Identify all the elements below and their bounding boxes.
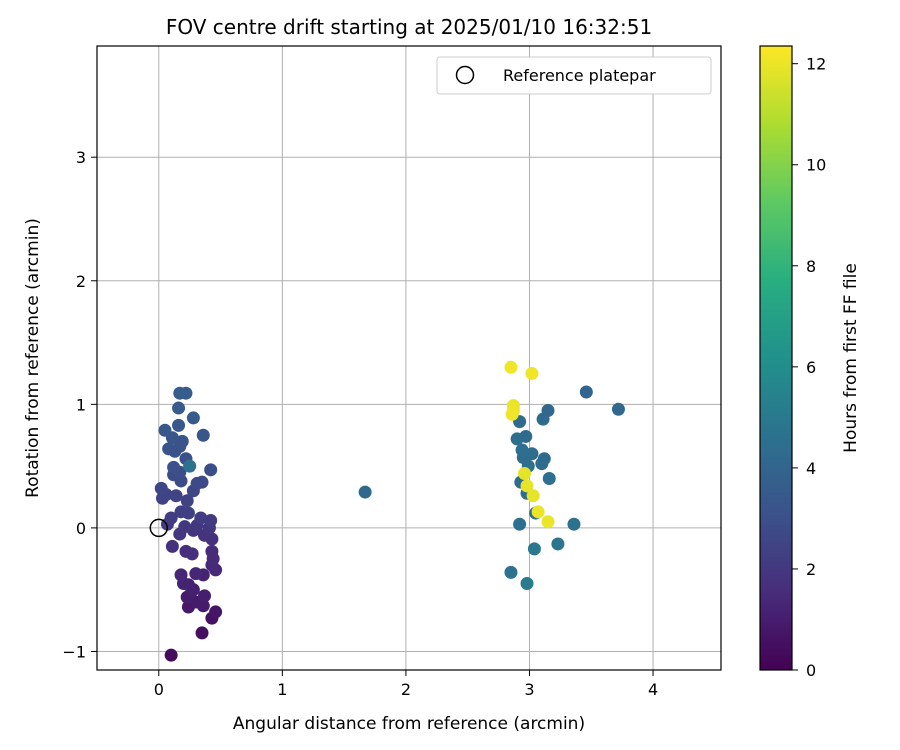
data-point bbox=[551, 537, 565, 551]
data-point bbox=[209, 605, 223, 619]
data-point bbox=[541, 404, 555, 418]
data-point bbox=[172, 401, 186, 415]
data-point bbox=[175, 434, 189, 448]
data-point bbox=[358, 485, 372, 499]
data-point bbox=[518, 467, 532, 481]
colorbar-label: Hours from first FF file bbox=[841, 263, 861, 453]
y-tick-label: 0 bbox=[76, 519, 86, 538]
data-point bbox=[541, 515, 555, 529]
data-point bbox=[520, 577, 534, 591]
data-point bbox=[504, 360, 518, 374]
data-point bbox=[531, 505, 545, 519]
x-tick-label: 4 bbox=[648, 680, 658, 699]
data-point bbox=[180, 494, 194, 508]
data-point bbox=[178, 520, 192, 534]
x-tick-label: 0 bbox=[154, 680, 164, 699]
data-point bbox=[167, 460, 181, 474]
colorbar-tick-label: 12 bbox=[806, 55, 826, 74]
data-point bbox=[164, 511, 178, 525]
legend: Reference platepar bbox=[436, 56, 712, 95]
legend-label-reference: Reference platepar bbox=[503, 66, 656, 85]
data-point bbox=[172, 418, 186, 432]
colorbar-ticks: 0 2 4 6 8 10 12 bbox=[792, 55, 826, 680]
reference-platepar-marker bbox=[149, 518, 169, 538]
data-point bbox=[520, 479, 534, 493]
y-axis-label: Rotation from reference (arcmin) bbox=[23, 218, 43, 498]
colorbar: 0 2 4 6 8 10 12 Hours from first FF file bbox=[759, 45, 861, 680]
data-point bbox=[174, 568, 188, 582]
data-point bbox=[525, 366, 539, 380]
y-tick-label: −1 bbox=[62, 642, 86, 661]
y-tick-label: 1 bbox=[76, 395, 86, 414]
y-axis-ticks: −1 0 1 2 3 bbox=[62, 148, 97, 661]
data-point bbox=[164, 648, 178, 662]
data-point bbox=[189, 567, 203, 581]
x-tick-label: 3 bbox=[524, 680, 534, 699]
data-point bbox=[183, 459, 197, 473]
data-point bbox=[169, 489, 183, 503]
data-point bbox=[526, 489, 540, 503]
data-point bbox=[165, 539, 179, 553]
data-point bbox=[505, 407, 519, 421]
data-point bbox=[196, 428, 210, 442]
colorbar-tick-label: 8 bbox=[806, 257, 816, 276]
colorbar-tick-label: 2 bbox=[806, 560, 816, 579]
data-point bbox=[567, 517, 581, 531]
data-point bbox=[527, 542, 541, 556]
data-point bbox=[542, 471, 556, 485]
data-point bbox=[158, 423, 172, 437]
chart-title: FOV centre drift starting at 2025/01/10 … bbox=[166, 15, 652, 39]
data-point bbox=[513, 517, 527, 531]
data-point bbox=[179, 386, 193, 400]
x-tick-label: 2 bbox=[401, 680, 411, 699]
y-tick-label: 2 bbox=[76, 272, 86, 291]
colorbar-tick-label: 10 bbox=[806, 156, 826, 175]
data-point bbox=[519, 429, 533, 443]
data-point bbox=[162, 442, 176, 456]
data-point bbox=[204, 463, 218, 477]
data-point bbox=[198, 589, 212, 603]
colorbar-tick-label: 6 bbox=[806, 358, 816, 377]
data-point bbox=[194, 511, 208, 525]
scatter-points bbox=[149, 360, 625, 662]
data-point bbox=[537, 452, 551, 466]
data-point bbox=[174, 505, 188, 519]
colorbar-gradient bbox=[759, 45, 793, 671]
data-point bbox=[179, 544, 193, 558]
data-point bbox=[186, 411, 200, 425]
colorbar-tick-label: 4 bbox=[806, 459, 816, 478]
colorbar-tick-label: 0 bbox=[806, 661, 816, 680]
data-point bbox=[154, 481, 168, 495]
data-point bbox=[190, 476, 204, 490]
data-point bbox=[515, 443, 529, 457]
data-point bbox=[504, 565, 518, 579]
data-point bbox=[204, 513, 218, 527]
legend-marker-reference bbox=[455, 65, 475, 85]
x-tick-label: 1 bbox=[277, 680, 287, 699]
x-axis-ticks: 0 1 2 3 4 bbox=[154, 670, 658, 699]
y-tick-label: 3 bbox=[76, 148, 86, 167]
data-point bbox=[579, 385, 593, 399]
data-point bbox=[611, 402, 625, 416]
plot-frame bbox=[96, 45, 722, 671]
data-point bbox=[525, 447, 539, 461]
data-point bbox=[195, 626, 209, 640]
data-point bbox=[205, 544, 219, 558]
x-axis-label: Angular distance from reference (arcmin) bbox=[233, 714, 585, 734]
